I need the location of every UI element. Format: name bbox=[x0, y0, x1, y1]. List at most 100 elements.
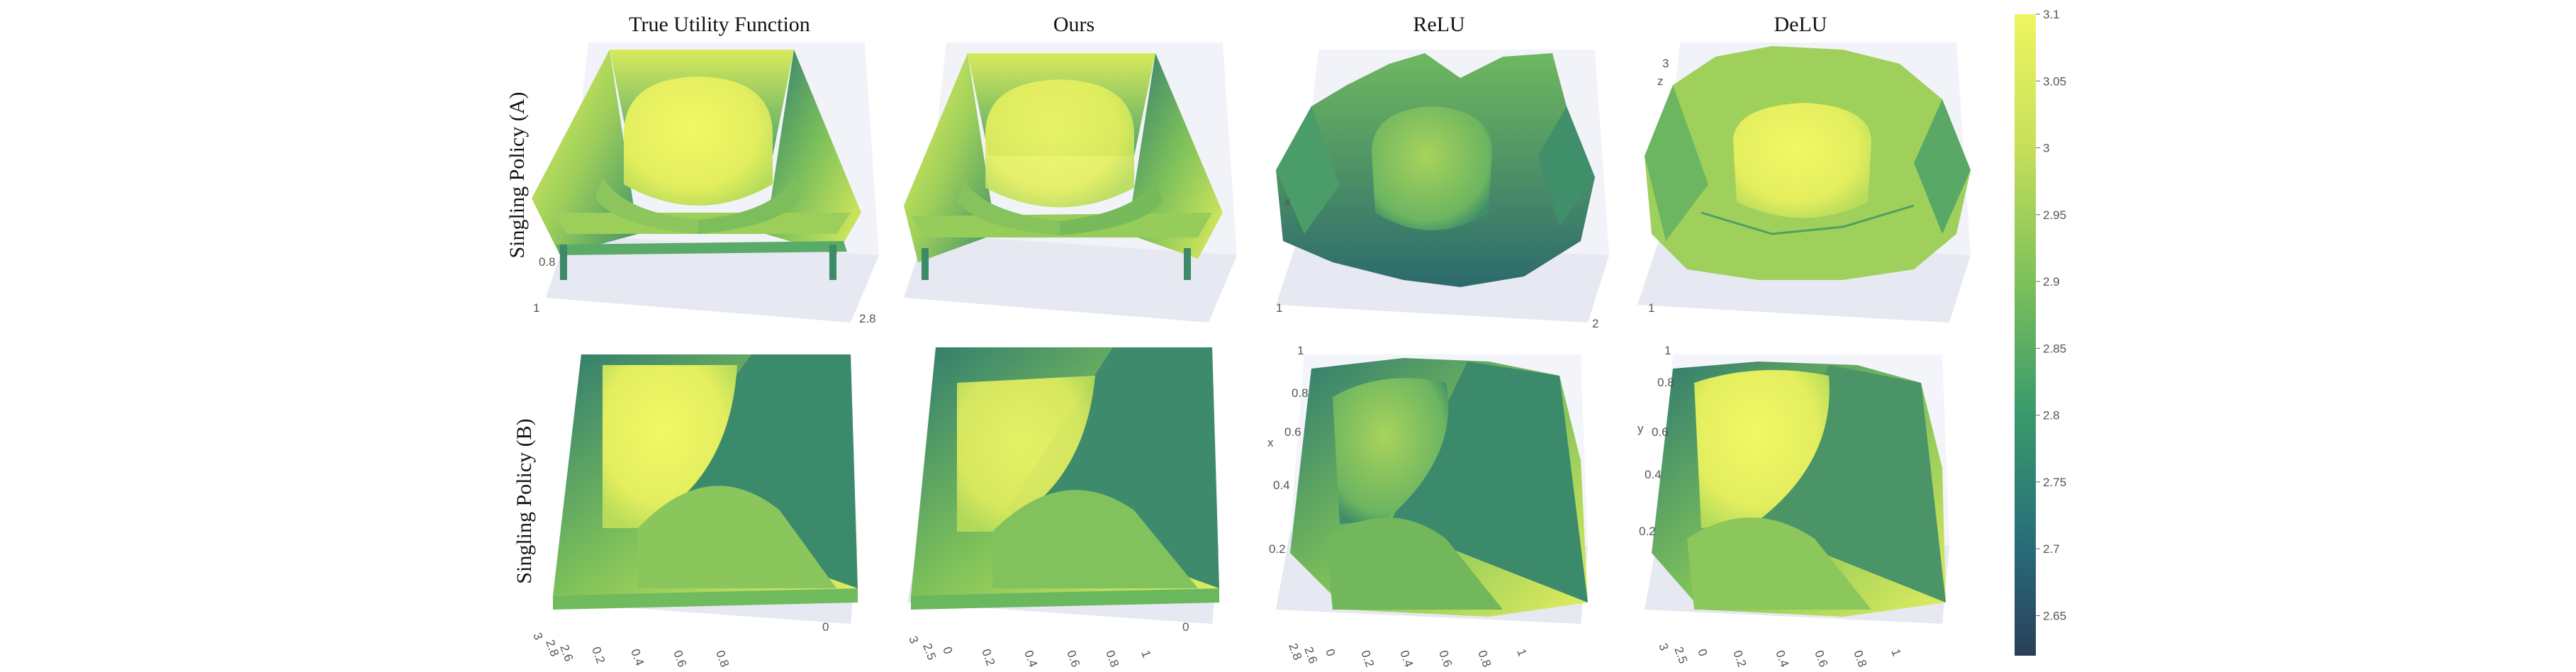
surface-dome bbox=[985, 79, 1134, 208]
row-a-panel-0-tick-label: 1 bbox=[533, 301, 539, 315]
surface-leg-right bbox=[1184, 248, 1191, 280]
colorbar-tick-label: 3 bbox=[2043, 142, 2049, 155]
row-b-panel-3-tick-label: 3 bbox=[1656, 642, 1671, 652]
axis-floor bbox=[546, 234, 879, 323]
column-title-delu: DeLU bbox=[1774, 13, 1827, 36]
row-b-panel-1-tick-label: 2.5 bbox=[920, 642, 939, 662]
row-a-panel-2-tick-label: x bbox=[1284, 195, 1291, 208]
row-b-panel-3-tick-label: 0.6 bbox=[1812, 649, 1830, 669]
row-b-panel-2-tick-label: 0.6 bbox=[1436, 649, 1455, 669]
row-b-panel-2-tick-label: 0.4 bbox=[1397, 649, 1416, 669]
row-a-panel-3-tick-label: 1 bbox=[1648, 301, 1654, 315]
surface-petal-right bbox=[698, 177, 801, 234]
surface-front bbox=[911, 588, 1219, 610]
row-b-panel-1-tick-label: 0.2 bbox=[979, 647, 997, 668]
panel-b-delu bbox=[1645, 354, 1949, 624]
surface-petal-left bbox=[595, 177, 698, 234]
surface-quarter-dome bbox=[603, 365, 737, 528]
row-b-panel-2-tick-label: 1 bbox=[1297, 344, 1304, 357]
row-b-panel-2-tick-label: 0.2 bbox=[1358, 649, 1377, 669]
surface-dome bbox=[624, 77, 773, 206]
row-b-panel-3-tick-label: 0.2 bbox=[1639, 525, 1656, 538]
row-b-panel-0-tick-label: 2.6 bbox=[557, 643, 576, 663]
colorbar-tick-label: 3.05 bbox=[2043, 74, 2066, 88]
panel-a-delu bbox=[1637, 43, 1971, 323]
surface-crease bbox=[1701, 204, 1915, 235]
surface-quarter-dome bbox=[957, 376, 1095, 532]
colorbar-ticks: 3.1 3.05 3 2.95 2.9 2.85 2.8 2.75 2.7 2.65 bbox=[2036, 8, 2066, 622]
row-a-panel-2-tick-label: 1 bbox=[1276, 301, 1282, 315]
surface-ridge-right bbox=[1538, 106, 1595, 227]
surface-leg-left bbox=[560, 245, 567, 280]
colorbar-tick-label: 2.95 bbox=[2043, 208, 2066, 222]
surface-petal-right bbox=[1060, 181, 1163, 235]
row-b-panel-3-tick-label: y bbox=[1637, 422, 1644, 435]
row-b-panel-1-tick-label: 1 bbox=[1138, 649, 1153, 659]
row-b-panel-0-tick-label: 0 bbox=[822, 620, 829, 634]
row-b-panel-3-tick-label: 1 bbox=[1888, 647, 1903, 658]
row-b-panel-1-tick-label: 0 bbox=[1182, 620, 1189, 634]
surface-quarter-dome bbox=[1333, 378, 1449, 525]
surface-lower-lobe bbox=[1326, 517, 1503, 610]
row-b-panel-3-tick-label: 0.8 bbox=[1657, 376, 1674, 389]
surface-base bbox=[556, 241, 847, 255]
panel-a-ours bbox=[904, 43, 1237, 323]
row-b-panel-2-tick-label: 0.4 bbox=[1273, 478, 1290, 492]
row-b-panel-2-tick-label: 1 bbox=[1514, 647, 1529, 658]
surface-ridge-right bbox=[1914, 99, 1971, 234]
row-a-panel-3-tick-label: z bbox=[1657, 74, 1664, 88]
colorbar-tick-label: 2.75 bbox=[2043, 476, 2066, 489]
row-b-panel-3-tick-label: 1 bbox=[1664, 344, 1671, 357]
surface-lower-lobe bbox=[638, 486, 836, 588]
panel-b-relu bbox=[1276, 354, 1588, 624]
surface-dome bbox=[1733, 103, 1871, 218]
colorbar-tick-label: 2.8 bbox=[2043, 409, 2060, 422]
colorbar: 3.1 3.05 3 2.95 2.9 2.85 2.8 2.75 2.7 2.65 bbox=[2015, 8, 2066, 656]
row-b-panel-3-tick-label: 0.6 bbox=[1652, 425, 1669, 439]
surface-lower-lobe bbox=[1687, 517, 1871, 610]
colorbar-tick-label: 3.1 bbox=[2043, 8, 2060, 21]
row-b-panel-0-tick-label: 0.6 bbox=[671, 649, 689, 669]
row-b-panel-1-tick-label: 0.6 bbox=[1064, 649, 1082, 669]
row-b-panel-1-tick-label: 0 bbox=[940, 645, 955, 656]
surface-dome bbox=[1372, 106, 1492, 230]
row-b-panel-2-tick-label: 0.8 bbox=[1475, 649, 1494, 669]
row-b-panel-0-tick-label: 3 bbox=[530, 631, 545, 642]
colorbar-gradient bbox=[2015, 14, 2036, 656]
panel-b-true-utility bbox=[553, 354, 858, 624]
row-b-panel-1-tick-label: 0.4 bbox=[1021, 649, 1040, 669]
column-title-ours: Ours bbox=[1053, 13, 1095, 36]
row-b-panel-2-tick-label: 0 bbox=[1323, 647, 1338, 658]
row-b-panel-3-tick-label: 0.8 bbox=[1851, 649, 1869, 669]
row-b-panel-2-tick-label: 2.8 bbox=[1286, 642, 1304, 662]
column-title-true-utility: True Utility Function bbox=[629, 13, 810, 36]
surface-petal-left bbox=[957, 181, 1060, 235]
row-b-panel-2-tick-label: x bbox=[1267, 436, 1274, 449]
surface-ridge-left bbox=[1276, 106, 1340, 234]
colorbar-tick-label: 2.7 bbox=[2043, 542, 2060, 556]
surface-quarter-dome bbox=[1694, 370, 1830, 528]
row-b-panel-1-tick-label: 0.8 bbox=[1103, 649, 1121, 669]
row-b-panel-0-tick-label: 0.4 bbox=[628, 647, 646, 668]
row-b-panel-3-tick-label: 2.5 bbox=[1671, 645, 1690, 666]
row-b-panel-3-tick-label: 0.4 bbox=[1773, 649, 1791, 669]
row-b-panel-2-tick-label: 0.2 bbox=[1269, 542, 1286, 556]
column-title-relu: ReLU bbox=[1413, 13, 1465, 36]
row-b-panel-3-tick-label: 0.2 bbox=[1730, 649, 1749, 669]
row-b-panel-3-tick-label: 0.4 bbox=[1645, 468, 1662, 481]
surface-front bbox=[553, 588, 858, 610]
row-b-panel-3-tick-label: 0 bbox=[1695, 647, 1710, 658]
panel-a-true-utility bbox=[532, 43, 879, 323]
row-b-panel-0-tick-label: 0.8 bbox=[713, 649, 732, 669]
row-a-panel-0-tick-label: 0.8 bbox=[539, 255, 556, 269]
row-a-panel-3-tick-label: 3 bbox=[1662, 57, 1669, 70]
row-b-panel-2-tick-label: 2.6 bbox=[1301, 645, 1320, 666]
axis-floor bbox=[904, 234, 1237, 323]
surface-ridge-left bbox=[1645, 85, 1708, 241]
row-a-panel-0-tick-label: 2.8 bbox=[859, 312, 876, 325]
row-b-panel-1-tick-label: 3 bbox=[906, 634, 921, 645]
row-b-panel-2-tick-label: 0.6 bbox=[1284, 425, 1301, 439]
surface-leg-left bbox=[922, 248, 929, 280]
row-b-panel-2-tick-label: 0.8 bbox=[1292, 386, 1309, 400]
